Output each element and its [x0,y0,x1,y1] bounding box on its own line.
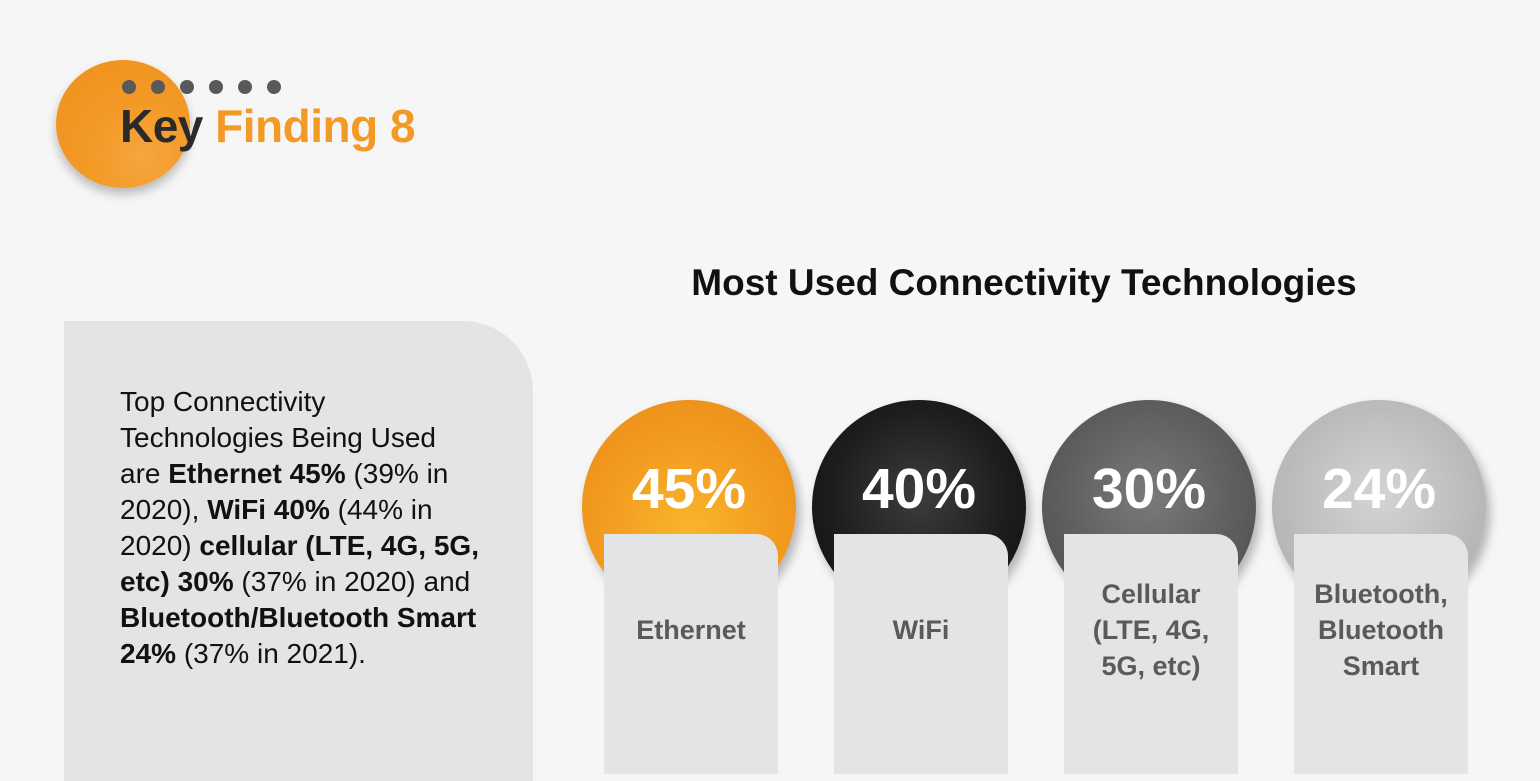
data-label: 40% [861,457,977,521]
dot [180,80,194,94]
summary-intro: Top Connectivity Technologies Being Used… [120,386,436,489]
summary-panel [64,321,533,781]
summary-ethernet: Ethernet 45% [168,458,346,489]
dot [209,80,223,94]
category-label: Cellular (LTE, 4G, 5G, etc) [1092,579,1210,681]
category-card [1294,534,1468,774]
decorative-dots [122,80,281,94]
dot [267,80,281,94]
category-card [1064,534,1238,774]
chart-item: 24% Bluetooth, Bluetooth Smart [1272,400,1486,774]
summary-cellular-prev: (37% in 2020) and [241,566,471,597]
dot [122,80,136,94]
category-card [834,534,1008,774]
summary-cellular: cellular (LTE, 4G, 5G, etc) 30% [120,530,479,597]
category-label: WiFi [892,615,950,645]
chart-item: 30% Cellular (LTE, 4G, 5G, etc) [1042,400,1256,774]
title-key: Key [120,100,203,152]
summary-wifi: WiFi 40% [207,494,330,525]
summary-wifi-prev: (44% in 2020) [120,494,433,561]
page-title: Key Finding 8 [120,98,416,154]
category-label: Bluetooth, Bluetooth Smart [1314,579,1448,681]
chart-item: 40% WiFi [812,400,1026,774]
category-card [604,534,778,774]
summary-bluetooth-prev: (37% in 2021). [183,638,366,669]
chart-item: 45% Ethernet [582,400,796,774]
dot [238,80,252,94]
data-label: 45% [631,457,747,521]
category-label: Ethernet [636,615,746,645]
summary-text: Top Connectivity Technologies Being Used… [120,384,480,672]
data-label: 24% [1321,457,1437,521]
summary-bluetooth: Bluetooth/Bluetooth Smart 24% [120,602,477,669]
summary-ethernet-prev: (39% in 2020), [120,458,449,525]
dot [151,80,165,94]
title-finding: Finding 8 [215,100,416,152]
chart-title: Most Used Connectivity Technologies [691,262,1357,303]
data-label: 30% [1091,457,1207,521]
